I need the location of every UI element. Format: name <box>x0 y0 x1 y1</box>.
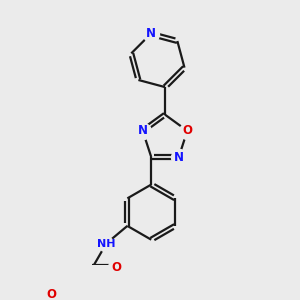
Text: O: O <box>111 261 121 274</box>
Text: N: N <box>138 124 148 137</box>
Text: NH: NH <box>97 238 116 249</box>
Text: N: N <box>146 27 156 40</box>
Text: N: N <box>174 151 184 164</box>
Text: O: O <box>182 124 192 137</box>
Text: O: O <box>46 288 56 300</box>
